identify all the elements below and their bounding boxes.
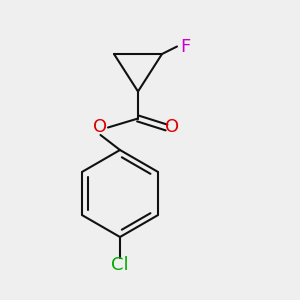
Text: O: O (165, 118, 180, 136)
Text: O: O (93, 118, 108, 136)
Text: F: F (180, 38, 190, 56)
Text: Cl: Cl (111, 256, 129, 274)
